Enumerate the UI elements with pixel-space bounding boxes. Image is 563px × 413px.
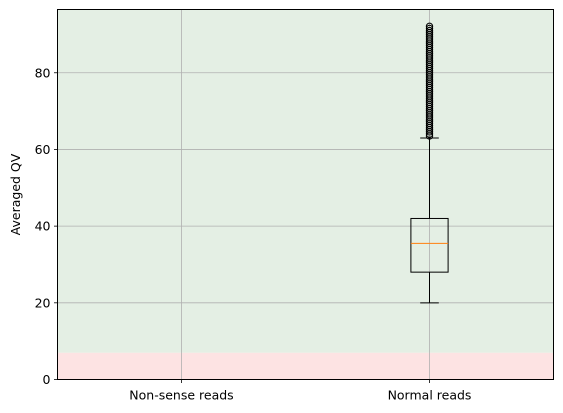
background-bands <box>57 9 554 380</box>
y-tick-label: 60 <box>35 142 51 157</box>
plot-area-frame <box>57 9 554 380</box>
band-1 <box>57 9 554 353</box>
outlier-point <box>425 22 434 31</box>
outlier-point <box>425 26 434 35</box>
outlier-point <box>425 24 434 33</box>
x-axis-ticks: Non-sense reads Normal reads <box>129 379 472 403</box>
band-0 <box>57 352 554 380</box>
y-tick-label: 20 <box>35 295 51 310</box>
x-tick-label: Normal reads <box>388 388 472 403</box>
y-tick-label: 40 <box>35 219 51 234</box>
x-tick-label: Non-sense reads <box>129 388 233 403</box>
y-tick-label: 80 <box>35 65 51 80</box>
y-tick-label: 0 <box>43 372 51 387</box>
box-plot-marks <box>410 22 449 304</box>
y-axis-ticks: 0 20 40 60 80 <box>35 65 58 387</box>
grid-lines <box>57 9 554 380</box>
y-axis-label: Averaged QV <box>8 153 23 235</box>
box-iqr <box>410 217 449 273</box>
